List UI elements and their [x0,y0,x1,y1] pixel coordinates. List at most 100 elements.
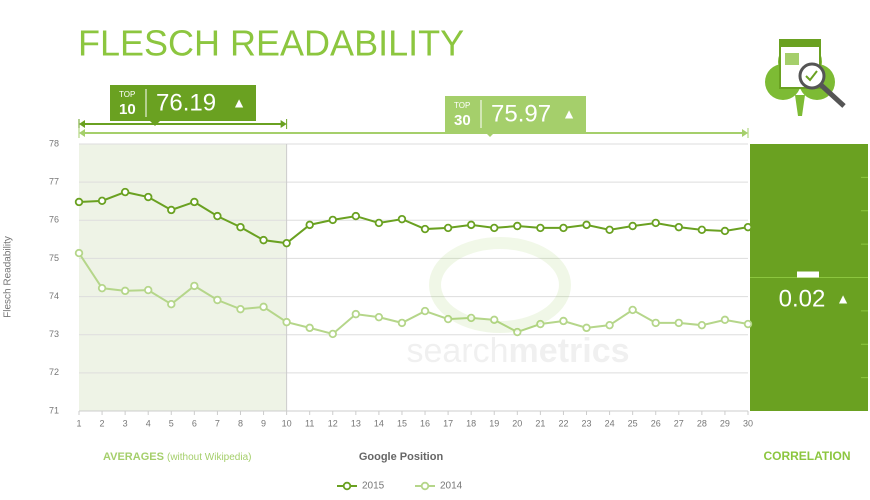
data-point [213,211,222,221]
data-point [513,221,522,231]
data-point [743,319,753,329]
y-tick-label: 71 [49,405,59,415]
x-tick-label: 26 [651,418,661,428]
x-tick-label: 2 [100,418,105,428]
data-point [144,192,153,202]
data-point [374,312,384,322]
legend-label: 2014 [440,481,463,492]
data-point [97,196,107,206]
top10-arrow: ▲ [232,95,246,111]
data-point [351,309,361,319]
y-tick-label: 72 [49,367,59,377]
data-point [167,205,176,215]
logo-icon [765,39,846,116]
data-point [190,197,199,207]
x-tick-label: 12 [328,418,338,428]
data-point [190,281,199,291]
data-point [743,222,753,232]
x-tick-label: 1 [76,418,81,428]
legend-marker [342,481,352,491]
data-point [466,313,476,323]
x-tick-label: 15 [397,418,407,428]
data-point [97,283,107,293]
y-tick-label: 73 [49,329,59,339]
data-point [697,320,707,330]
x-tick-label: 8 [238,418,243,428]
data-point [236,222,245,232]
data-point [466,220,476,230]
x-tick-label: 13 [351,418,361,428]
top30-label: TOP [454,101,470,110]
data-point [420,224,430,234]
top10-value: 76.19 [156,89,216,116]
svg-text:searchmetrics: searchmetrics [406,332,629,370]
x-tick-label: 4 [146,418,151,428]
data-point [282,238,291,248]
data-point [651,318,660,328]
x-tick-label: 27 [674,418,684,428]
data-point [720,315,730,325]
data-point [120,187,130,197]
data-point [328,215,337,225]
top10-box [110,85,256,121]
y-tick-label: 74 [49,291,59,301]
x-tick-label: 5 [169,418,174,428]
x-tick-label: 25 [628,418,638,428]
data-point [651,218,660,228]
chart-title: FLESCH READABILITY [78,23,464,64]
top10-arrow-left [79,120,85,128]
data-point [582,323,591,333]
x-tick-label: 10 [282,418,292,428]
data-point [628,221,637,231]
correlation-arrow: ▲ [836,291,850,307]
correlation-caption: CORRELATION [763,449,850,463]
data-point [443,223,453,233]
top30-arrow-right [742,129,748,137]
data-point [167,300,176,309]
top30-rank: 30 [454,112,471,129]
x-tick-label: 21 [535,418,545,428]
legend-marker [420,481,430,491]
y-tick-label: 77 [49,177,59,187]
data-point [397,214,407,224]
x-tick-label: 19 [489,418,499,428]
data-point [282,317,291,327]
top10-arrow-right [280,120,287,128]
x-tick-label: 18 [466,418,476,428]
data-point [559,316,568,326]
y-tick-label: 75 [49,253,59,263]
x-tick-label: 9 [261,418,266,428]
averages-caption: AVERAGES (without Wikipedia) [103,451,251,463]
y-axis-label: Flesch Readability [3,236,14,318]
top30-value: 75.97 [491,100,551,127]
data-point [259,235,268,245]
data-point [674,318,683,328]
y-tick-label: 76 [49,215,59,225]
data-point [144,285,153,295]
data-point [374,218,384,228]
x-tick-label: 23 [582,418,592,428]
data-point [74,248,84,258]
top10-band [79,144,287,411]
data-point [259,302,268,312]
x-tick-label: 22 [558,418,568,428]
x-tick-label: 16 [420,418,430,428]
x-tick-label: 20 [512,418,522,428]
top10-rank: 10 [119,101,136,118]
x-tick-label: 14 [374,418,384,428]
data-point [536,223,545,233]
data-point [674,222,683,232]
data-point [605,225,614,235]
top10-label: TOP [119,90,135,99]
data-point [605,320,614,330]
x-tick-label: 7 [215,418,220,428]
top30-arrow: ▲ [562,106,576,122]
watermark: searchmetrics [406,237,630,370]
data-point [582,220,591,230]
top30-box [445,96,586,132]
x-tick-label: 28 [697,418,707,428]
data-point [236,304,245,314]
data-point [720,226,730,236]
x-tick-label: 11 [305,418,314,428]
